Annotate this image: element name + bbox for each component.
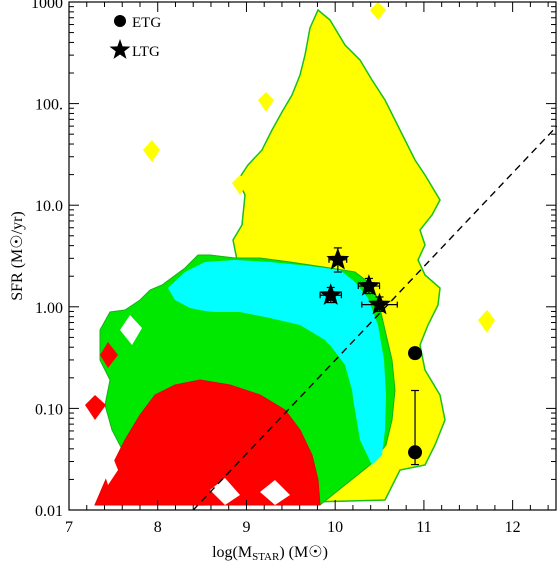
x-tick-label: 9 — [242, 519, 250, 536]
reference-line — [192, 125, 557, 511]
density-blob-yellow-5 — [232, 175, 248, 195]
legend-circle-marker — [114, 15, 126, 27]
density-contours — [85, 2, 495, 506]
ltg-point — [368, 292, 391, 315]
density-hole-1 — [100, 450, 118, 485]
y-tick-label: 10.0 — [35, 198, 63, 215]
solar-symbol-y: ☉ — [9, 234, 26, 248]
ltg-point — [326, 247, 350, 270]
y-tick-label: 1.00 — [35, 300, 63, 317]
x-tick-label: 12 — [505, 519, 521, 536]
y-axis-label: SFR (M☉/yr) — [9, 211, 26, 300]
density-region-cyan — [168, 260, 386, 465]
etg-point — [408, 346, 423, 361]
ltg-point — [319, 283, 343, 305]
density-blob-yellow-4 — [370, 2, 386, 20]
y-axis-label-main: SFR (M — [9, 249, 26, 301]
x-axis-ticks: 7 8 9 10 11 12 — [65, 2, 549, 536]
etg-point — [408, 445, 423, 460]
y-tick-label: 0.10 — [35, 401, 63, 418]
density-blob-red-1 — [85, 395, 106, 420]
ltg-point — [357, 274, 381, 296]
legend-label-ltg: LTG — [132, 44, 160, 60]
y-tick-label: 1000 — [31, 0, 63, 12]
density-blob-yellow-1 — [143, 140, 160, 162]
density-hole-4 — [120, 315, 142, 345]
x-axis-label-end: ) — [323, 544, 328, 561]
x-tick-label: 10 — [327, 519, 343, 536]
x-axis-label: log(MSTAR) (M☉) — [212, 544, 328, 563]
data-markers — [319, 247, 423, 466]
legend: ETG LTG — [109, 15, 161, 60]
density-blob-yellow-3 — [478, 310, 495, 333]
density-blob-red-2 — [100, 342, 118, 368]
y-tick-label: 0.01 — [35, 503, 63, 520]
y-axis-ticks: 0.01 0.10 1.00 10.0 100. 1000 — [31, 0, 556, 520]
y-tick-label: 100. — [35, 97, 63, 114]
x-tick-label: 11 — [416, 519, 431, 536]
legend-star-marker — [109, 39, 131, 59]
plot-frame — [68, 1, 557, 511]
x-axis-label-unit: ) (M — [279, 544, 308, 561]
x-axis-label-subscript: STAR — [252, 551, 280, 563]
density-hole-2 — [210, 478, 240, 505]
density-blob-yellow-2 — [258, 92, 274, 112]
density-hole-3 — [260, 480, 290, 505]
x-axis-label-main: log(M — [212, 544, 252, 561]
y-axis-label-unit: /yr) — [9, 211, 26, 234]
legend-label-etg: ETG — [132, 15, 161, 31]
density-region-red — [94, 379, 321, 506]
x-tick-label: 8 — [154, 519, 162, 536]
x-tick-label: 7 — [65, 519, 73, 536]
solar-symbol: ☉ — [308, 544, 322, 561]
